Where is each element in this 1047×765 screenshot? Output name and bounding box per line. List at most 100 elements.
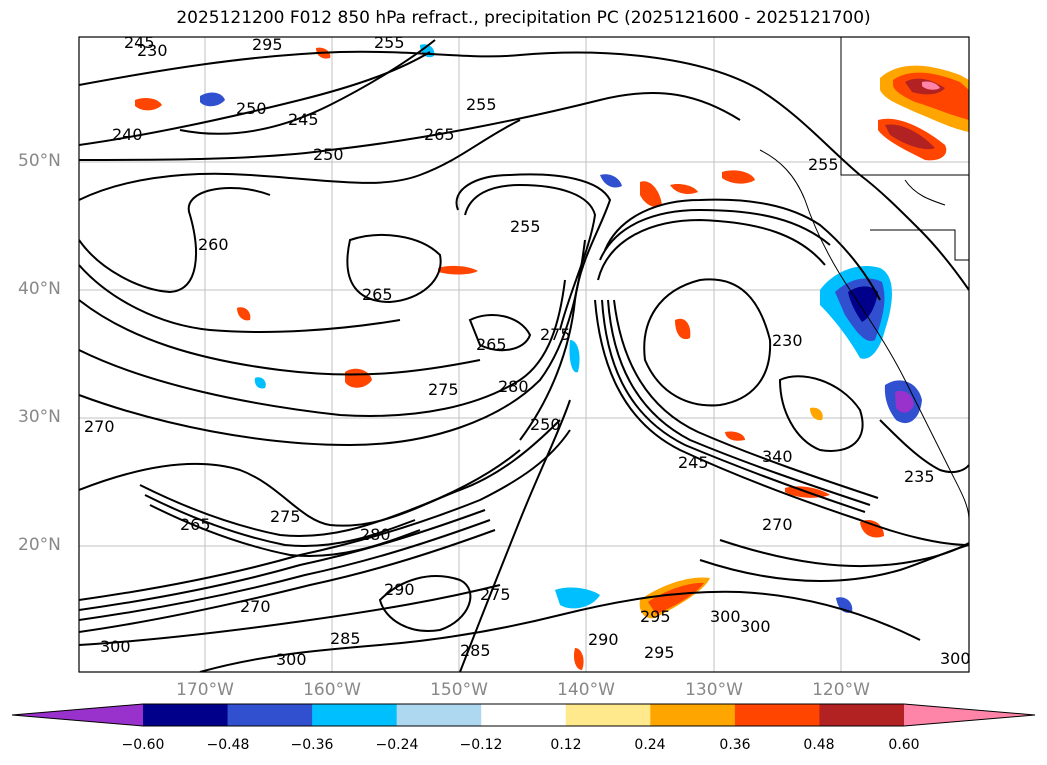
contour-line xyxy=(607,299,871,506)
contour-label: 295 xyxy=(644,643,675,662)
contour-label: 290 xyxy=(588,630,619,649)
colorbar-swatch xyxy=(650,704,736,726)
contour-line xyxy=(378,575,472,632)
lat-label: 30°N xyxy=(18,407,61,427)
contour-line xyxy=(594,299,969,546)
coastline xyxy=(759,149,969,521)
coastline xyxy=(840,37,969,176)
colorbar-swatch xyxy=(227,704,313,726)
contour-label: 255 xyxy=(808,155,839,174)
colorbar-tick-label: 0.12 xyxy=(550,737,582,753)
precip-area xyxy=(555,587,600,609)
colorbar-extend-low xyxy=(12,704,143,726)
contour-line xyxy=(79,239,586,447)
lon-label: 150°W xyxy=(430,680,488,700)
colorbar-swatch xyxy=(565,704,651,726)
contour-line xyxy=(79,509,486,611)
contour-line xyxy=(699,544,969,582)
contour-line xyxy=(346,234,442,304)
contour-line xyxy=(455,173,612,441)
contour-label: 240 xyxy=(112,125,143,144)
contour-label: 290 xyxy=(384,580,415,599)
precip-area xyxy=(836,597,853,613)
contour-line xyxy=(778,375,864,452)
colorbar-swatch xyxy=(819,704,905,726)
contour-labels: 245 230 295 255 250 265 245 255 240 250 … xyxy=(84,33,971,669)
precip-area xyxy=(848,286,878,322)
contour-label: 265 xyxy=(180,515,211,534)
precip-area xyxy=(135,97,162,111)
contour-label: 235 xyxy=(904,467,935,486)
contour-line xyxy=(79,429,571,601)
contour-label: 255 xyxy=(466,95,497,114)
precip-area xyxy=(640,181,662,207)
contour-label: 300 xyxy=(710,607,741,626)
lat-label: 40°N xyxy=(18,279,61,299)
precip-area xyxy=(573,648,584,670)
contour-line xyxy=(879,419,969,474)
contour-label: 250 xyxy=(236,99,267,118)
lon-label: 140°W xyxy=(557,680,615,700)
contour-line xyxy=(464,183,597,331)
precip-area xyxy=(860,519,884,538)
contour-line xyxy=(719,539,969,568)
contour-line xyxy=(79,529,496,633)
colorbar-extend-high xyxy=(904,704,1035,726)
contour-line xyxy=(79,91,741,161)
precip-area xyxy=(648,582,704,614)
precip-area xyxy=(922,81,940,90)
contour-line xyxy=(79,584,501,646)
colorbar-swatch xyxy=(396,704,482,726)
colorbar-swatch xyxy=(312,704,398,726)
contour-line xyxy=(643,278,772,407)
contour-label: 265 xyxy=(476,335,507,354)
contour-label: 300 xyxy=(940,649,971,668)
colorbar-swatch xyxy=(734,704,820,726)
contour-label: 295 xyxy=(252,35,283,54)
precip-area xyxy=(200,92,225,107)
lon-label: 170°W xyxy=(176,680,234,700)
contour-line xyxy=(139,449,521,537)
refractivity-contours xyxy=(79,39,969,672)
precip-area xyxy=(569,340,580,373)
colorbar-tick-label: −0.60 xyxy=(121,737,165,753)
precip-area xyxy=(895,390,914,413)
contour-label: 300 xyxy=(740,617,771,636)
lon-label: 160°W xyxy=(303,680,361,700)
contour-label: 230 xyxy=(772,331,803,350)
contour-line xyxy=(144,494,416,547)
contour-line xyxy=(613,299,879,499)
precip-area xyxy=(254,377,266,389)
contour-line xyxy=(468,314,532,352)
contour-label: 300 xyxy=(276,650,307,669)
lon-label: 130°W xyxy=(685,680,743,700)
contour-label: 300 xyxy=(100,637,131,656)
colorbar-tick-label: −0.36 xyxy=(290,737,334,753)
map-title: 2025121200 F012 850 hPa refract., precip… xyxy=(176,8,871,28)
contour-label: 265 xyxy=(362,285,393,304)
contour-label: 265 xyxy=(424,125,455,144)
contour-label: 275 xyxy=(480,585,511,604)
colorbar-tick-label: 0.48 xyxy=(803,737,835,753)
contour-label: 245 xyxy=(678,453,709,472)
precip-area xyxy=(675,318,691,340)
colorbar xyxy=(11,703,1036,727)
contour-line xyxy=(79,264,401,333)
precip-area xyxy=(237,307,251,321)
contour-label: 250 xyxy=(313,145,344,164)
contour-line xyxy=(79,279,566,417)
contour-line xyxy=(604,198,881,301)
contour-label: 280 xyxy=(498,377,529,396)
contour-label: 275 xyxy=(428,380,459,399)
precip-area xyxy=(885,124,935,150)
colorbar-outline xyxy=(11,703,1036,727)
lat-label: 20°N xyxy=(18,535,61,555)
contour-line xyxy=(79,299,481,376)
contour-label: 245 xyxy=(288,110,319,129)
contour-label: 270 xyxy=(240,597,271,616)
contour-line xyxy=(599,208,831,261)
contour-line xyxy=(179,39,436,135)
coastline xyxy=(870,229,969,261)
contour-line xyxy=(79,187,271,294)
